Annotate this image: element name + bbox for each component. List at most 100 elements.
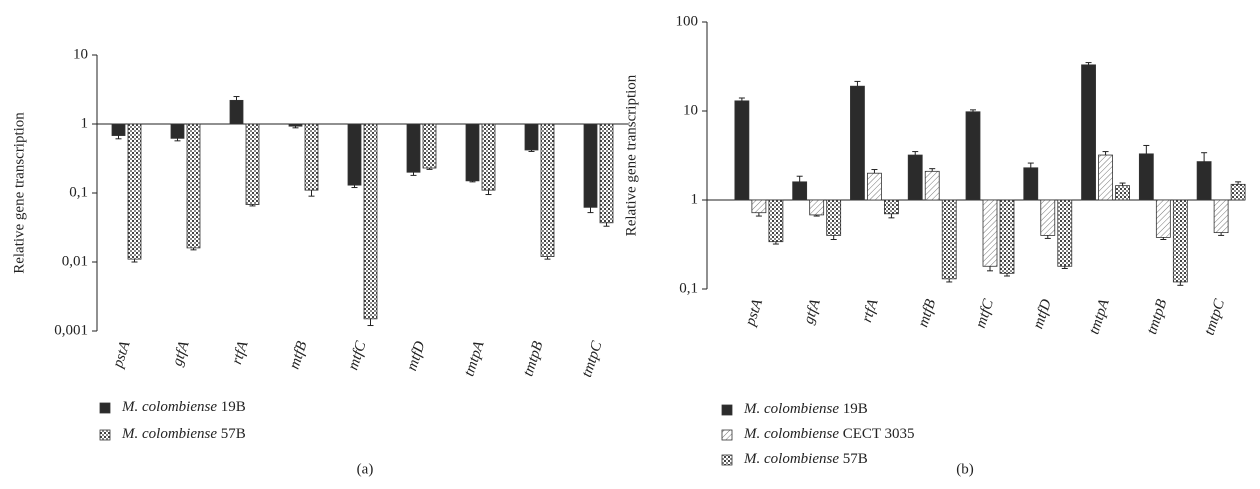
bar: [826, 199, 842, 236]
legend-label: M. colombiense CECT 3035: [743, 426, 915, 442]
bar: [792, 181, 808, 201]
x-tick-label: mtfB: [287, 339, 311, 371]
x-tick-label: mtfB: [915, 297, 939, 329]
error-bar: [131, 259, 138, 263]
panel-label: (b): [956, 461, 974, 477]
error-bar: [410, 172, 417, 176]
y-tick-label: 1: [691, 191, 699, 207]
y-tick-label: 1: [81, 115, 89, 131]
bar: [406, 123, 421, 173]
bar: [1172, 199, 1188, 283]
error-bar: [738, 97, 745, 101]
bar: [1115, 185, 1130, 201]
error-bar: [544, 256, 551, 260]
y-tick-label: 100: [676, 13, 699, 29]
error-bar: [1235, 181, 1242, 185]
error-bar: [292, 126, 299, 129]
bar: [1081, 64, 1096, 201]
bar: [965, 111, 981, 201]
legend-label: M. colombiense 57B: [743, 451, 868, 467]
bar: [422, 123, 437, 169]
error-bar: [1201, 152, 1208, 162]
bar: [1230, 183, 1246, 201]
x-tick-label: tmtpC: [1202, 296, 1229, 337]
x-tick-label: pstA: [110, 339, 134, 371]
x-tick-label: mtfD: [1030, 297, 1055, 331]
bar: [1040, 199, 1056, 236]
x-tick-label: mtfD: [404, 339, 429, 373]
bar: [809, 199, 825, 216]
bar: [111, 123, 126, 136]
x-tick-label: tmtpB: [1144, 297, 1170, 336]
error-bar: [603, 222, 610, 227]
bar: [599, 123, 614, 224]
legend-label: M. colombiense 19B: [121, 399, 246, 415]
error-bar: [351, 185, 358, 189]
y-tick-label: 0,01: [62, 253, 88, 269]
error-bar: [485, 190, 492, 196]
error-bar: [854, 80, 861, 87]
x-tick-label: tmtpB: [520, 339, 546, 378]
legend-swatch: [721, 454, 733, 466]
bar: [884, 199, 899, 215]
error-bar: [796, 175, 803, 182]
bar: [186, 123, 201, 249]
error-bar: [987, 266, 993, 272]
x-tick-label: tmtpA: [1086, 297, 1113, 337]
error-bar: [1160, 237, 1167, 240]
error-bar: [1143, 144, 1150, 154]
error-bar: [115, 135, 122, 140]
error-bar: [1218, 232, 1225, 236]
bar: [867, 172, 882, 201]
y-tick-label: 0,001: [54, 322, 88, 338]
bar: [1057, 199, 1073, 267]
error-bar: [367, 318, 374, 327]
panel-label: (a): [357, 461, 374, 477]
x-tick-label: gtfA: [170, 339, 193, 369]
legend-swatch: [99, 429, 111, 441]
bar: [734, 100, 750, 201]
error-bar: [929, 168, 936, 172]
y-tick-label: 10: [683, 102, 698, 118]
error-bar: [1027, 162, 1034, 168]
legend-swatch: [99, 402, 111, 414]
bar: [481, 123, 496, 191]
error-bar: [1044, 235, 1051, 239]
x-tick-label: mtfC: [345, 338, 370, 372]
bar: [924, 170, 940, 201]
y-axis-label: Relative gene transcription: [11, 112, 27, 274]
error-bar: [888, 213, 895, 219]
error-bar: [830, 235, 837, 240]
bar: [1023, 167, 1039, 201]
legend-label: M. colombiense 19B: [743, 401, 868, 417]
bar: [1196, 161, 1212, 201]
bar: [1138, 153, 1154, 201]
bar: [768, 199, 784, 243]
x-tick-label: rtfA: [229, 339, 252, 367]
x-tick-label: tmtpC: [579, 338, 606, 379]
bar: [850, 85, 865, 201]
legend-swatch: [721, 429, 733, 441]
error-bar: [233, 96, 240, 101]
error-bar: [946, 278, 953, 283]
error-bar: [772, 241, 779, 245]
error-bar: [1119, 182, 1126, 186]
error-bar: [1085, 62, 1092, 65]
error-bar: [813, 214, 820, 217]
y-tick-label: 0,1: [69, 184, 88, 200]
bar: [304, 123, 319, 191]
error-bar: [970, 109, 976, 112]
x-tick-label: gtfA: [801, 297, 824, 327]
bar: [1098, 154, 1113, 201]
error-bar: [528, 149, 535, 152]
bar: [524, 123, 539, 151]
x-tick-label: mtfC: [973, 296, 998, 330]
error-bar: [190, 247, 197, 251]
error-bar: [755, 212, 762, 217]
bar: [941, 199, 957, 280]
bar: [288, 123, 303, 127]
bar: [540, 123, 555, 257]
bar: [363, 123, 378, 320]
error-bar: [1102, 151, 1109, 156]
